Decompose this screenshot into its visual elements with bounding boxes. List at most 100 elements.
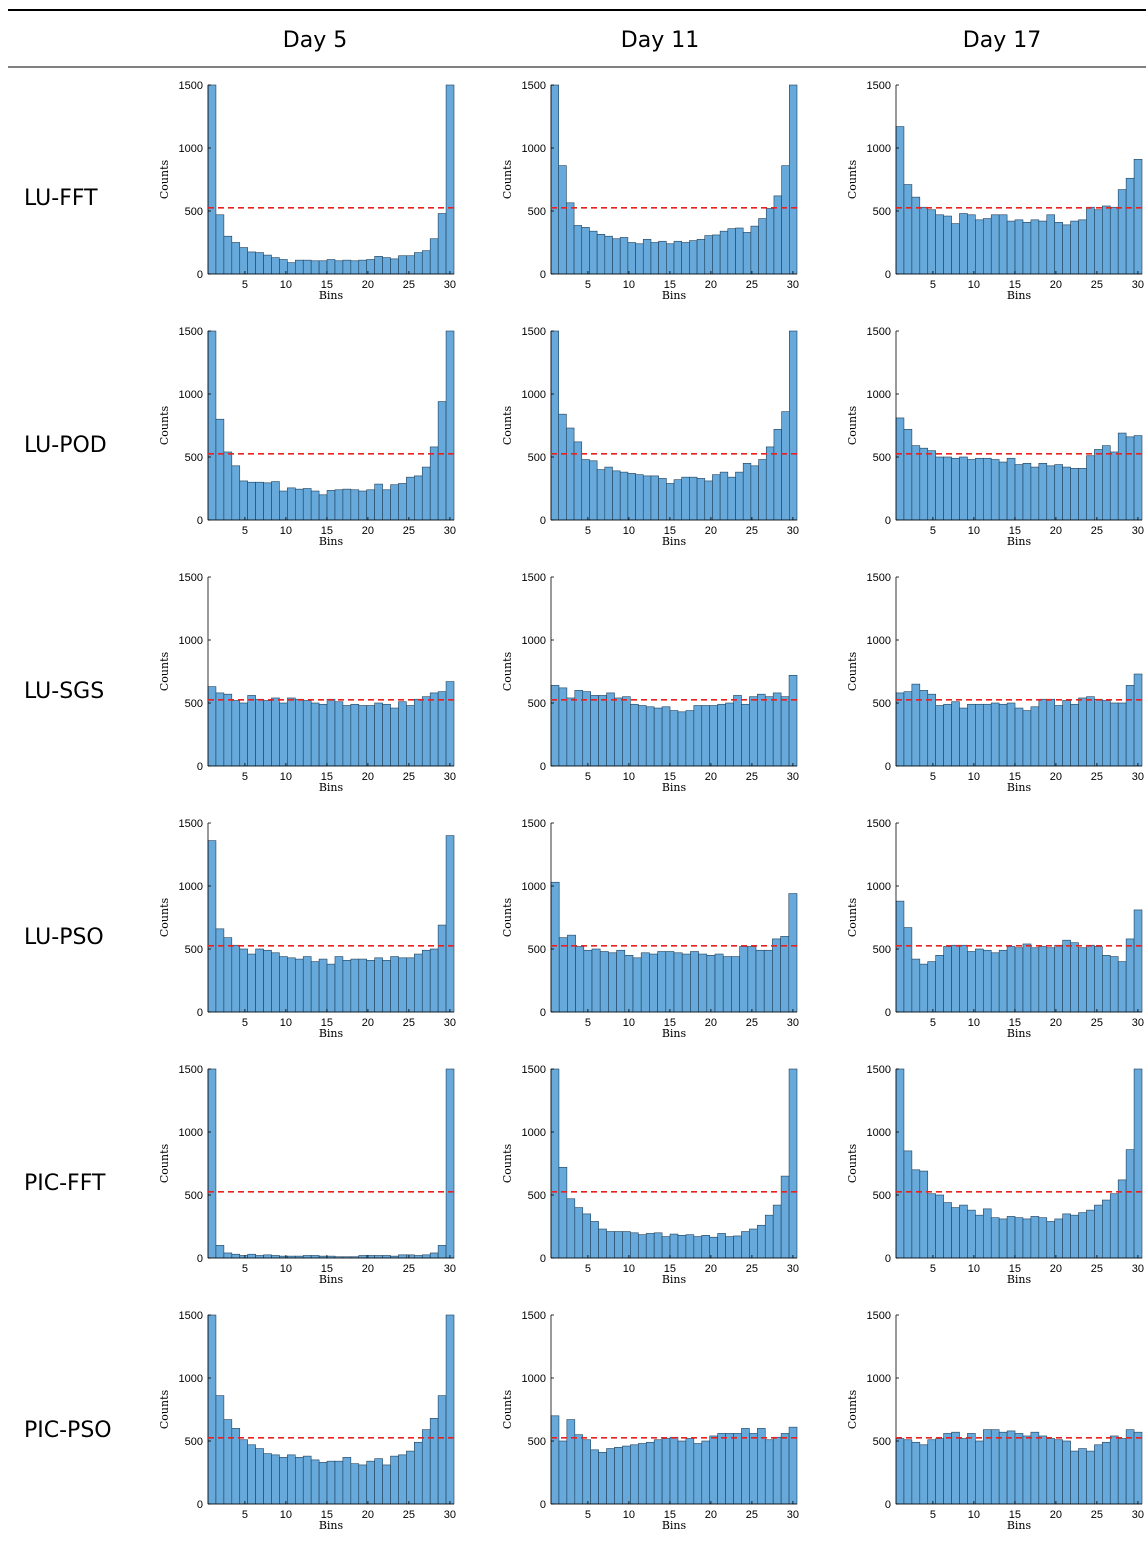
bar bbox=[574, 1207, 584, 1259]
bar bbox=[429, 948, 439, 1013]
y-tick-label: 0 bbox=[885, 1253, 891, 1265]
x-tick-label: 20 bbox=[705, 1263, 717, 1275]
bar bbox=[717, 1433, 726, 1505]
bar bbox=[998, 1431, 1008, 1505]
y-tick-label: 1500 bbox=[867, 572, 891, 584]
panel-pic-fft-day-17: 0 500 1000 1500 5 10 15 20 25 30 Bins Counts bbox=[846, 1064, 1144, 1286]
bar bbox=[650, 475, 659, 521]
x-tick-label: 20 bbox=[1050, 525, 1062, 537]
bar bbox=[1006, 1430, 1016, 1505]
bar bbox=[590, 1221, 599, 1259]
bar bbox=[310, 260, 320, 275]
x-tick-label: 15 bbox=[321, 1509, 333, 1521]
bar bbox=[895, 1068, 905, 1259]
y-axis-label: Counts bbox=[846, 898, 859, 938]
bar bbox=[630, 703, 639, 767]
bar bbox=[255, 252, 264, 275]
bar bbox=[990, 952, 1000, 1013]
x-tick-label: 30 bbox=[444, 279, 456, 291]
bar bbox=[616, 949, 626, 1013]
bar bbox=[350, 489, 360, 521]
bar bbox=[673, 240, 682, 275]
y-tick-label: 1500 bbox=[179, 1310, 203, 1322]
x-axis-label: Bins bbox=[662, 1519, 687, 1532]
x-tick-label: 20 bbox=[705, 525, 717, 537]
bar bbox=[982, 457, 992, 521]
bar bbox=[758, 218, 767, 275]
bar bbox=[334, 701, 344, 767]
bar bbox=[637, 1234, 647, 1259]
bar bbox=[1070, 220, 1079, 275]
bar bbox=[696, 239, 706, 275]
bar bbox=[437, 401, 447, 521]
bar bbox=[589, 230, 598, 275]
bar bbox=[1006, 457, 1016, 521]
bar bbox=[606, 1231, 615, 1259]
panel-pic-pso-day-17: 0 500 1000 1500 5 10 15 20 25 30 Bins Counts bbox=[846, 1310, 1144, 1532]
bar bbox=[935, 1438, 944, 1505]
bar bbox=[318, 703, 328, 767]
x-tick-label: 10 bbox=[280, 525, 292, 537]
bar bbox=[1109, 451, 1119, 521]
bar bbox=[294, 1457, 304, 1505]
y-tick-label: 500 bbox=[528, 452, 546, 464]
bar bbox=[326, 698, 336, 767]
y-tick-label: 1500 bbox=[867, 818, 891, 830]
x-tick-label: 30 bbox=[1132, 279, 1144, 291]
bar bbox=[421, 1254, 431, 1259]
bar bbox=[975, 1440, 984, 1505]
bar bbox=[661, 706, 671, 767]
bar bbox=[1086, 944, 1095, 1013]
bar bbox=[1006, 1216, 1016, 1259]
y-tick-label: 1000 bbox=[522, 143, 546, 155]
bar bbox=[681, 953, 691, 1013]
x-axis-label: Bins bbox=[662, 1027, 687, 1040]
bar bbox=[414, 698, 423, 767]
bar bbox=[764, 1439, 774, 1505]
panel-lu-pso-day-17: 0 500 1000 1500 5 10 15 20 25 30 Bins Counts bbox=[846, 818, 1144, 1040]
y-tick-label: 0 bbox=[540, 1499, 546, 1511]
y-tick-label: 1000 bbox=[522, 1373, 546, 1385]
bar bbox=[1094, 698, 1103, 767]
bar bbox=[598, 695, 607, 767]
bar bbox=[366, 705, 375, 767]
bar bbox=[630, 1444, 639, 1505]
bar bbox=[566, 202, 575, 275]
bar bbox=[1125, 1429, 1135, 1505]
bar bbox=[998, 703, 1008, 767]
x-axis-label: Bins bbox=[1007, 535, 1032, 548]
bar bbox=[719, 230, 729, 275]
bar bbox=[334, 1460, 344, 1505]
bar bbox=[247, 251, 256, 275]
y-axis-label: Counts bbox=[846, 652, 859, 692]
bar bbox=[755, 949, 765, 1013]
y-tick-label: 1000 bbox=[179, 881, 203, 893]
x-tick-label: 25 bbox=[403, 771, 415, 783]
bar bbox=[612, 470, 621, 521]
x-tick-label: 20 bbox=[362, 279, 374, 291]
x-axis-label: Bins bbox=[319, 535, 344, 548]
bar bbox=[781, 411, 790, 521]
bar bbox=[717, 703, 726, 767]
x-tick-label: 15 bbox=[1009, 1263, 1021, 1275]
y-tick-label: 500 bbox=[185, 1190, 203, 1202]
bar bbox=[1030, 706, 1040, 767]
bar bbox=[614, 1447, 623, 1505]
bar bbox=[398, 701, 407, 767]
y-axis-label: Counts bbox=[158, 1144, 171, 1184]
x-tick-label: 5 bbox=[242, 279, 248, 291]
x-axis-label: Bins bbox=[662, 535, 687, 548]
bar bbox=[1054, 944, 1063, 1013]
bar bbox=[581, 227, 590, 275]
bar bbox=[567, 934, 576, 1013]
bar bbox=[685, 1234, 695, 1259]
bar bbox=[780, 1175, 790, 1259]
bar bbox=[741, 1428, 750, 1505]
panel-lu-pod-day-17: 0 500 1000 1500 5 10 15 20 25 30 Bins Counts bbox=[846, 326, 1144, 548]
panel-pic-fft-day-11: 0 500 1000 1500 5 10 15 20 25 30 Bins Counts bbox=[501, 1064, 799, 1286]
bar bbox=[566, 427, 575, 521]
x-tick-label: 10 bbox=[623, 1263, 635, 1275]
y-tick-label: 1500 bbox=[867, 80, 891, 92]
bar bbox=[1022, 222, 1032, 275]
bar bbox=[1109, 206, 1119, 275]
